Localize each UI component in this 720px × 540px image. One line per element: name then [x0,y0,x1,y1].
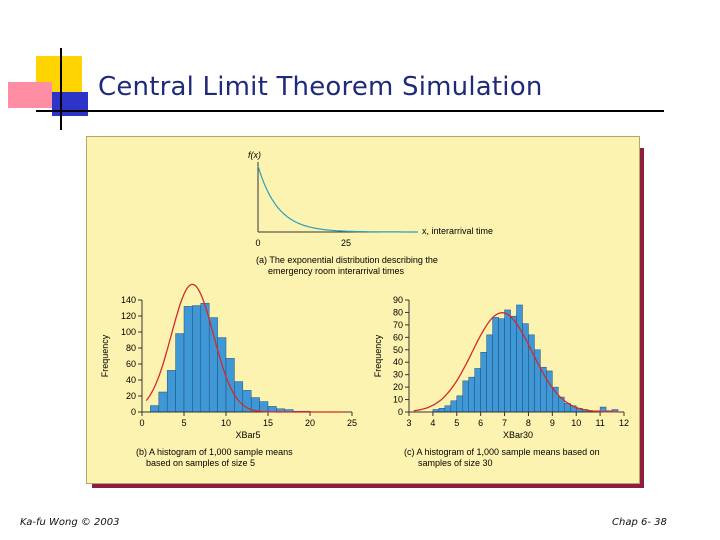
c-bar [438,408,446,413]
c-ytick-label: 60 [393,332,403,342]
title-underline [36,110,664,112]
b-xtick-label: 15 [263,418,273,428]
exp-xlabel: x, interarrival time [422,226,493,236]
footer-copyright: Ka-fu Wong © 2003 [20,517,120,528]
exp-caption-line2: emergency room interarrival times [268,266,405,276]
c-bar [486,334,493,413]
b-bar [175,333,185,413]
b-bar [166,370,176,413]
c-xtick-label: 3 [406,418,411,428]
c-bar [504,309,511,413]
c-ytick-label: 70 [393,320,403,330]
size30-xlabel: XBar30 [503,430,533,440]
c-ytick-label: 50 [393,345,403,355]
footer-page-number: Chap 6- 38 [612,517,667,528]
b-bar [158,391,168,413]
size5-caption-line2: based on samples of size 5 [146,458,255,468]
exp-curve [257,165,418,233]
b-ytick-label: 140 [121,295,136,305]
b-bar [183,306,193,413]
c-xtick-label: 6 [478,418,483,428]
size5-normal-curve [145,283,344,413]
exponential-chart: f(x) x, interarrival time 0 25 (a) The e… [248,150,493,276]
c-bar [480,352,487,413]
c-xtick-label: 8 [526,418,531,428]
c-bar [462,380,469,413]
size30-caption-line1: (c) A histogram of 1,000 sample means ba… [404,447,600,457]
c-xtick-label: 12 [619,418,629,428]
b-bar [267,406,277,413]
c-xtick-label: 4 [430,418,435,428]
c-ytick-label: 0 [398,407,403,417]
c-xtick-label: 9 [550,418,555,428]
b-ytick-label: 80 [126,343,136,353]
size5-ylabel: Frequency [100,334,110,377]
c-ytick-label: 20 [393,382,403,392]
c-ytick-label: 40 [393,357,403,367]
b-bar [192,305,202,413]
b-ytick-label: 0 [131,407,136,417]
b-xtick-label: 20 [305,418,315,428]
size5-caption-line1: (b) A histogram of 1,000 sample means [136,447,293,457]
b-ytick-label: 100 [121,327,136,337]
c-bar [444,405,452,413]
c-ytick-label: 10 [393,395,403,405]
exp-ylabel: f(x) [248,150,261,160]
size30-normal-curve [413,312,620,413]
c-bar [492,317,499,413]
b-xtick-label: 10 [221,418,231,428]
c-ytick-label: 90 [393,295,403,305]
c-xtick-label: 10 [571,418,581,428]
size30-caption-line2: samples of size 30 [418,458,493,468]
histogram-size5: 0 20 40 60 80 100 120 140 0 5 10 15 20 25 Frequency X… [100,283,357,468]
c-bar [468,376,475,413]
c-bar [516,304,523,413]
size30-ylabel: Frequency [373,334,383,377]
b-ytick-label: 120 [121,311,136,321]
c-bar [522,323,529,413]
c-bar [474,368,481,413]
b-xtick-label: 25 [347,418,357,428]
exp-tick-25: 25 [341,238,351,248]
c-ytick-label: 30 [393,370,403,380]
c-ytick-label: 80 [393,307,403,317]
c-bar [498,318,505,413]
decor-pink-square [8,82,52,108]
exp-tick-0: 0 [255,238,260,248]
b-ytick-label: 40 [126,375,136,385]
b-ytick-label: 60 [126,359,136,369]
exp-caption-line1: (a) The exponential distribution describ… [256,255,438,265]
c-bar [456,395,463,413]
c-bar [546,370,553,413]
b-bar [208,317,218,413]
b-bar [150,405,160,413]
b-xtick-label: 5 [181,418,186,428]
slide-title: Central Limit Theorem Simulation [98,72,543,102]
b-xtick-label: 0 [139,418,144,428]
decor-vertical-line [60,48,62,130]
c-xtick-label: 7 [502,418,507,428]
size5-xlabel: XBar5 [235,430,260,440]
b-bar [200,302,210,413]
histogram-size30: 0 10 20 30 40 50 60 70 80 90 3 4 5 6 7 8 9 10 11 12 Frequen… [373,295,629,468]
c-bar [450,400,458,413]
decor-blue-square [52,92,88,116]
c-bar [510,315,517,413]
c-xtick-label: 5 [454,418,459,428]
b-ytick-label: 20 [126,391,136,401]
b-bar [259,401,269,413]
c-xtick-label: 11 [595,418,604,428]
